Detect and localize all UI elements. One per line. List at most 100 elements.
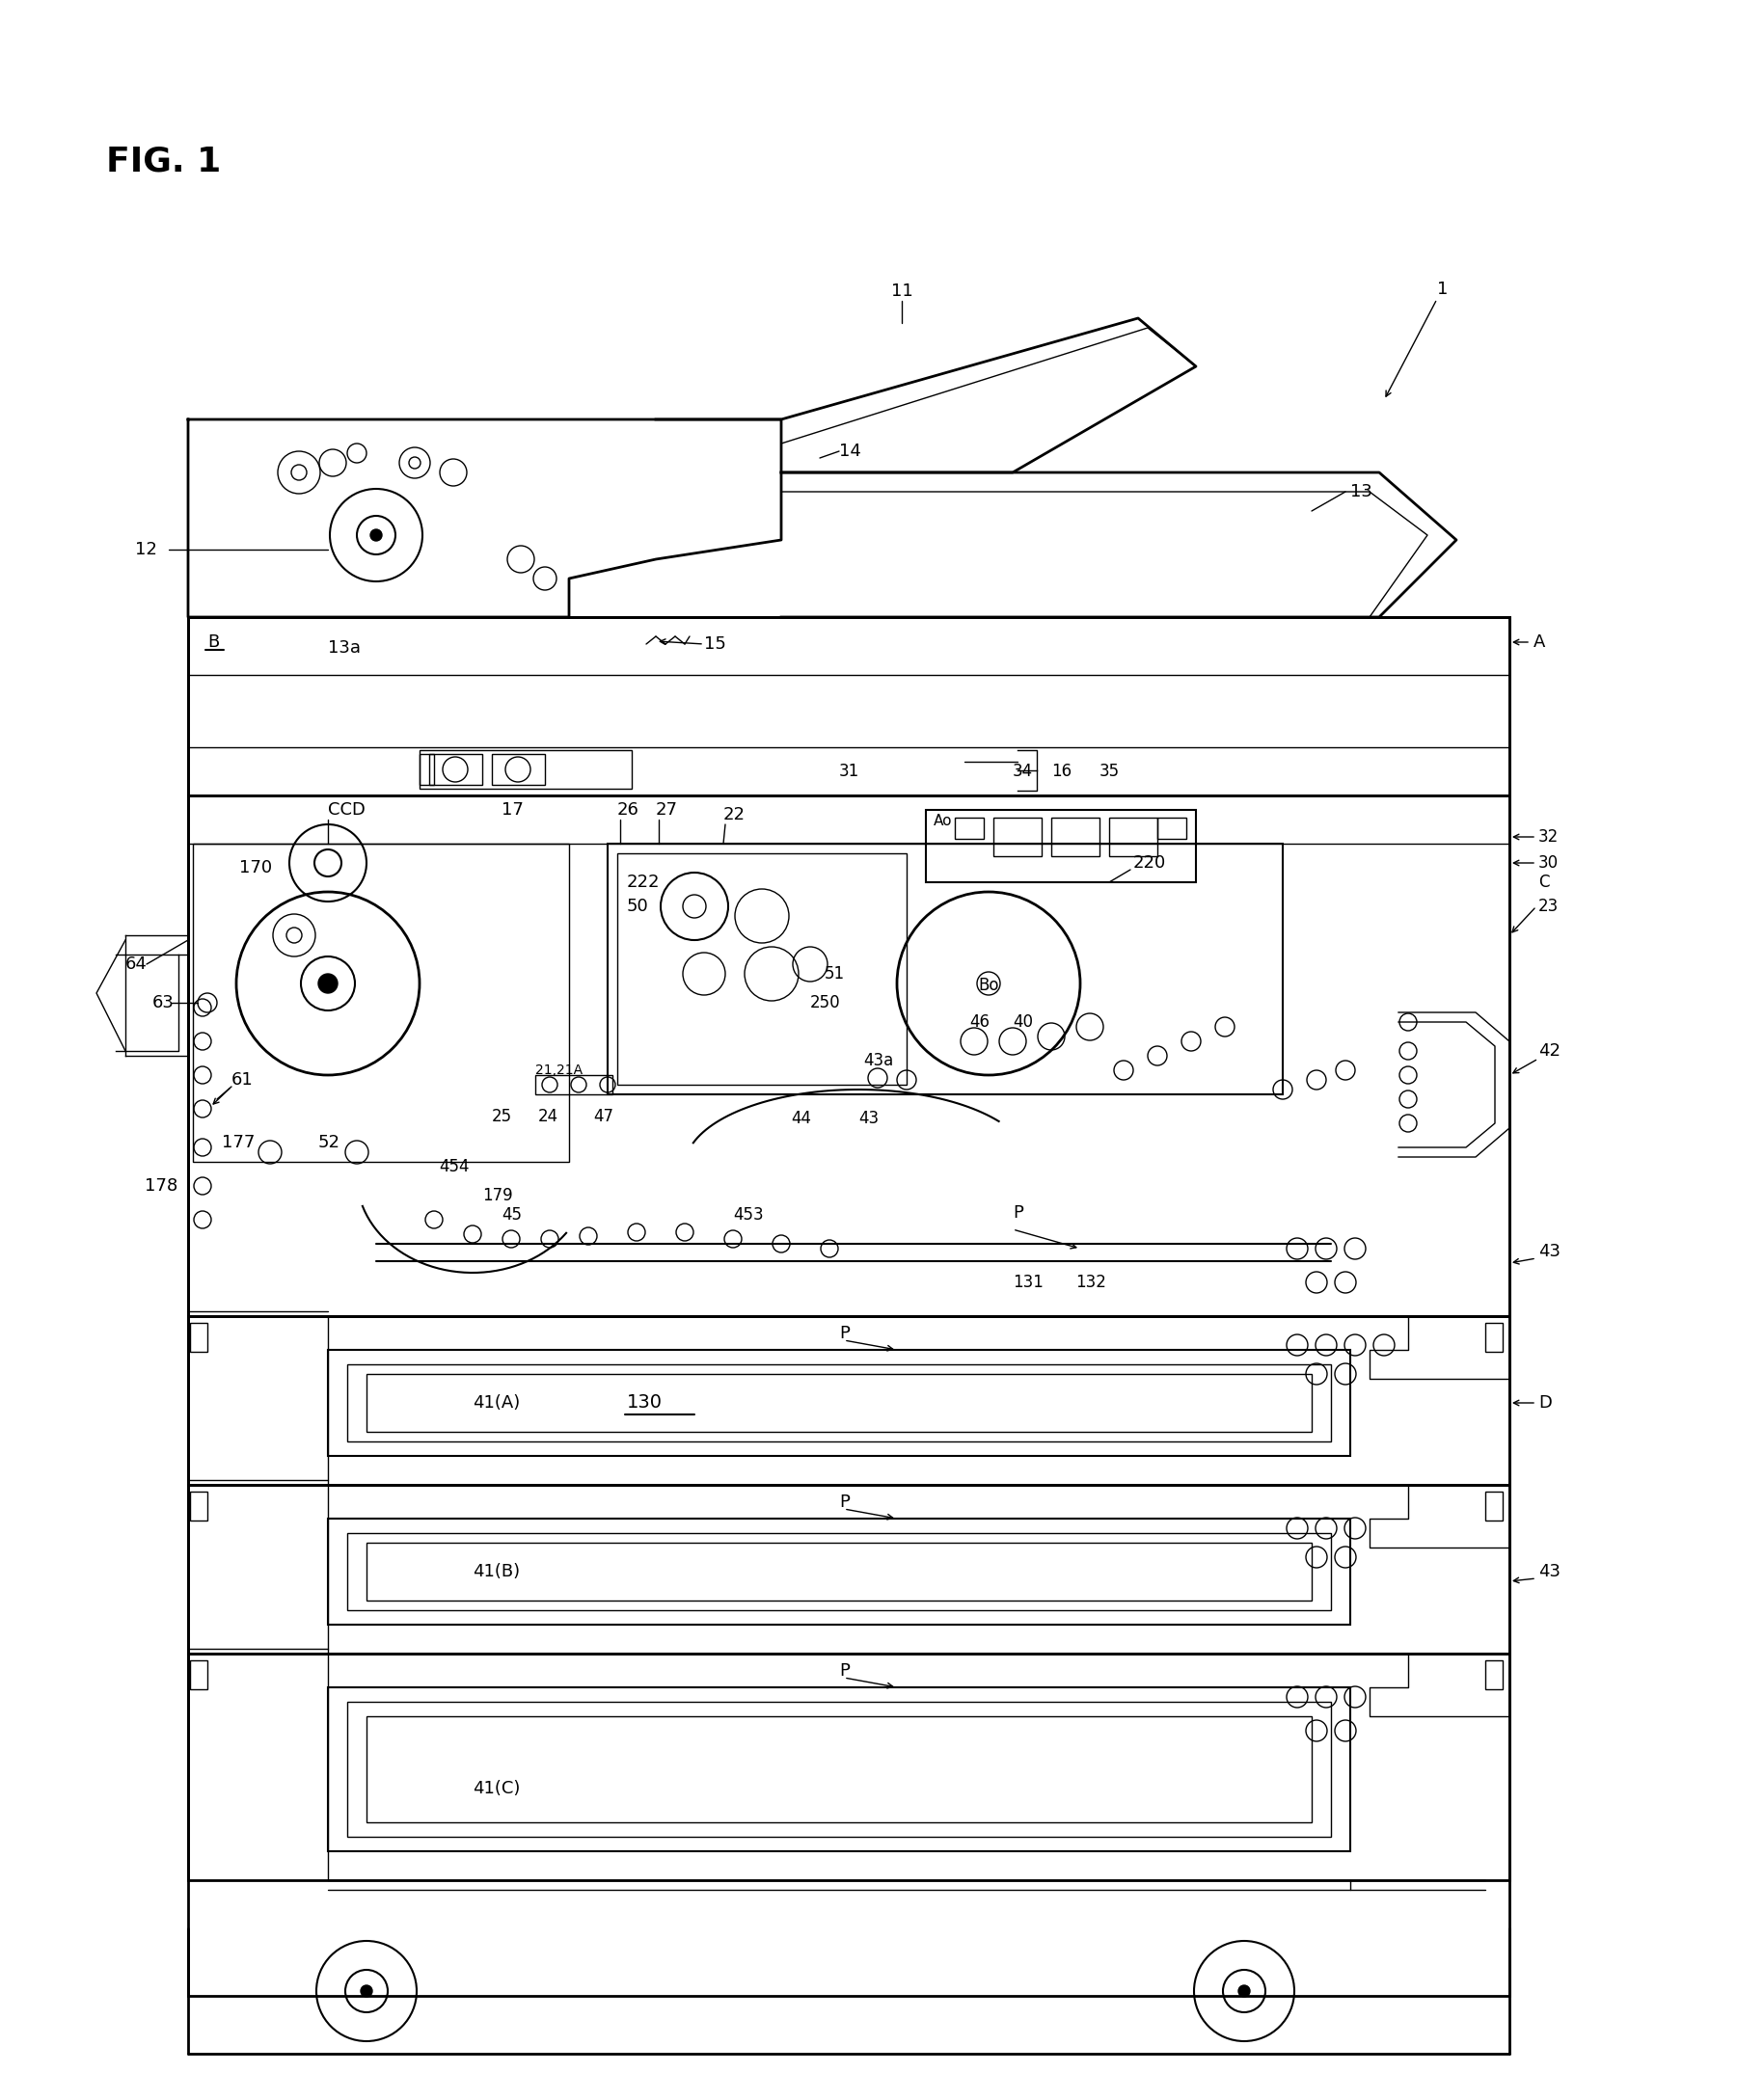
Bar xyxy=(955,817,983,838)
Circle shape xyxy=(976,972,1001,995)
Text: 43: 43 xyxy=(1539,1243,1560,1260)
Text: B: B xyxy=(207,634,219,651)
Bar xyxy=(188,617,1509,1995)
Bar xyxy=(367,1543,1311,1600)
Bar xyxy=(328,1518,1350,1625)
Bar xyxy=(1051,817,1100,857)
Text: 25: 25 xyxy=(492,1109,512,1126)
Bar xyxy=(1157,817,1186,838)
Text: P: P xyxy=(839,1325,849,1342)
Text: 22: 22 xyxy=(723,806,745,823)
Bar xyxy=(189,1661,207,1688)
Bar xyxy=(429,754,483,785)
Bar xyxy=(608,844,1282,1094)
Text: 41(B): 41(B) xyxy=(472,1562,519,1581)
Text: 11: 11 xyxy=(891,284,912,300)
Bar xyxy=(367,1373,1311,1432)
Bar xyxy=(188,1317,1509,1485)
Text: 179: 179 xyxy=(483,1186,512,1203)
Text: 26: 26 xyxy=(617,802,639,819)
Bar xyxy=(535,1075,613,1094)
Text: 21,21A: 21,21A xyxy=(535,1063,582,1077)
Circle shape xyxy=(1238,1984,1251,1997)
Bar xyxy=(617,853,907,1086)
Bar xyxy=(189,1323,207,1352)
Text: 14: 14 xyxy=(839,443,862,460)
Text: 27: 27 xyxy=(657,802,677,819)
Text: 24: 24 xyxy=(538,1109,559,1126)
Text: 12: 12 xyxy=(135,542,156,559)
Text: 453: 453 xyxy=(733,1205,764,1224)
Text: 1: 1 xyxy=(1436,281,1449,298)
Text: 45: 45 xyxy=(502,1205,521,1224)
Text: 250: 250 xyxy=(809,993,841,1012)
Text: 42: 42 xyxy=(1539,1042,1560,1060)
Text: 63: 63 xyxy=(153,993,174,1012)
Text: 32: 32 xyxy=(1539,827,1558,846)
Text: P: P xyxy=(1013,1203,1023,1222)
Bar xyxy=(188,1485,1509,1653)
Bar xyxy=(189,1491,207,1520)
Bar xyxy=(1485,1491,1503,1520)
Text: 35: 35 xyxy=(1100,762,1120,779)
Text: 51: 51 xyxy=(825,966,844,983)
Bar xyxy=(193,844,570,1161)
Bar xyxy=(420,754,434,785)
Bar xyxy=(1485,1661,1503,1688)
Bar xyxy=(347,1701,1331,1838)
Bar xyxy=(188,1653,1509,1880)
Bar xyxy=(367,1716,1311,1823)
Text: 47: 47 xyxy=(592,1109,613,1126)
Bar xyxy=(420,750,632,790)
Text: 131: 131 xyxy=(1013,1275,1044,1292)
Text: 64: 64 xyxy=(125,956,148,972)
Text: 30: 30 xyxy=(1539,855,1558,871)
Bar xyxy=(188,796,1509,1317)
Bar xyxy=(926,811,1197,882)
Text: CCD: CCD xyxy=(328,802,365,819)
Text: 16: 16 xyxy=(1051,762,1072,779)
Text: 41(A): 41(A) xyxy=(472,1394,519,1411)
Text: 222: 222 xyxy=(627,874,660,890)
Text: A: A xyxy=(1534,634,1546,651)
Text: 454: 454 xyxy=(439,1157,469,1176)
Text: 43a: 43a xyxy=(863,1052,893,1069)
Text: 43: 43 xyxy=(858,1109,879,1128)
Bar xyxy=(1110,817,1157,857)
Text: 17: 17 xyxy=(502,802,523,819)
Text: P: P xyxy=(839,1493,849,1510)
Bar xyxy=(347,1365,1331,1441)
Text: Bo: Bo xyxy=(978,977,999,993)
Text: 178: 178 xyxy=(144,1178,177,1195)
Bar xyxy=(328,1686,1350,1852)
Text: 31: 31 xyxy=(839,762,860,779)
Bar xyxy=(328,1350,1350,1455)
Text: 61: 61 xyxy=(231,1071,254,1088)
Bar xyxy=(492,754,545,785)
Text: 170: 170 xyxy=(240,859,273,876)
Text: 23: 23 xyxy=(1539,897,1558,916)
Text: P: P xyxy=(839,1663,849,1680)
Text: FIG. 1: FIG. 1 xyxy=(106,145,221,176)
Text: 41(C): 41(C) xyxy=(472,1781,519,1798)
Text: Ao: Ao xyxy=(933,815,952,830)
Text: 46: 46 xyxy=(969,1014,990,1031)
Circle shape xyxy=(370,529,382,542)
Text: D: D xyxy=(1539,1394,1551,1411)
Text: 132: 132 xyxy=(1075,1275,1106,1292)
Text: 13a: 13a xyxy=(328,638,361,657)
Text: 220: 220 xyxy=(1133,855,1166,871)
Text: 177: 177 xyxy=(222,1134,255,1151)
Text: 15: 15 xyxy=(703,636,726,653)
Circle shape xyxy=(361,1984,372,1997)
Text: C: C xyxy=(1539,874,1549,890)
Bar xyxy=(994,817,1042,857)
Text: 52: 52 xyxy=(318,1134,340,1151)
Text: 44: 44 xyxy=(790,1109,811,1128)
Text: 34: 34 xyxy=(1013,762,1034,779)
Circle shape xyxy=(318,974,337,993)
Text: 43: 43 xyxy=(1539,1562,1560,1581)
Text: 50: 50 xyxy=(627,897,650,916)
Text: 40: 40 xyxy=(1013,1014,1034,1031)
Text: 13: 13 xyxy=(1350,483,1372,500)
